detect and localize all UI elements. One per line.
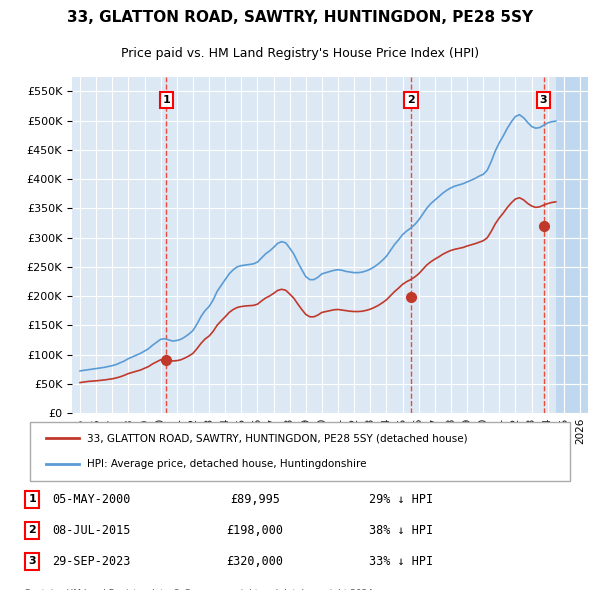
Text: 38% ↓ HPI: 38% ↓ HPI: [370, 524, 434, 537]
Text: 1: 1: [28, 494, 36, 504]
Text: 33, GLATTON ROAD, SAWTRY, HUNTINGDON, PE28 5SY (detached house): 33, GLATTON ROAD, SAWTRY, HUNTINGDON, PE…: [86, 434, 467, 443]
Text: Contains HM Land Registry data © Crown copyright and database right 2024.: Contains HM Land Registry data © Crown c…: [23, 589, 376, 590]
Text: 05-MAY-2000: 05-MAY-2000: [52, 493, 131, 506]
Text: £198,000: £198,000: [226, 524, 283, 537]
Text: 33% ↓ HPI: 33% ↓ HPI: [370, 555, 434, 568]
Text: £320,000: £320,000: [226, 555, 283, 568]
Text: 08-JUL-2015: 08-JUL-2015: [52, 524, 131, 537]
FancyBboxPatch shape: [30, 422, 570, 481]
Bar: [556, 77, 588, 413]
Text: 2: 2: [407, 95, 415, 105]
Text: 3: 3: [540, 95, 547, 105]
Text: 33, GLATTON ROAD, SAWTRY, HUNTINGDON, PE28 5SY: 33, GLATTON ROAD, SAWTRY, HUNTINGDON, PE…: [67, 10, 533, 25]
Text: 1: 1: [163, 95, 170, 105]
Text: 2: 2: [28, 526, 36, 535]
Text: HPI: Average price, detached house, Huntingdonshire: HPI: Average price, detached house, Hunt…: [86, 460, 366, 469]
Text: 29% ↓ HPI: 29% ↓ HPI: [370, 493, 434, 506]
Text: Price paid vs. HM Land Registry's House Price Index (HPI): Price paid vs. HM Land Registry's House …: [121, 47, 479, 60]
Text: £89,995: £89,995: [230, 493, 280, 506]
Text: 29-SEP-2023: 29-SEP-2023: [52, 555, 131, 568]
Text: 3: 3: [28, 556, 36, 566]
